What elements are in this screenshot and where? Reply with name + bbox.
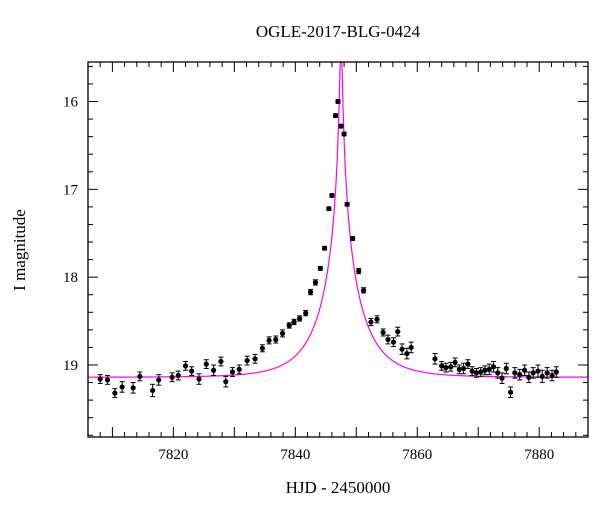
data-point (130, 385, 136, 391)
data-point (317, 265, 323, 271)
data-point (244, 357, 250, 364)
data-point (553, 369, 559, 375)
data-point (137, 373, 143, 380)
data-point (473, 370, 480, 376)
data-point (203, 361, 209, 367)
data-point (503, 365, 509, 372)
data-point (97, 376, 103, 382)
y-tick-label: 19 (63, 358, 78, 374)
data-point (273, 336, 279, 343)
x-tick-label: 7860 (402, 447, 432, 463)
data-point (374, 316, 380, 322)
data-point (335, 98, 341, 105)
data-point (291, 319, 297, 325)
data-point (312, 279, 319, 286)
data-point (482, 367, 488, 373)
data-point (461, 365, 467, 372)
data-point (196, 376, 202, 382)
data-point (478, 369, 484, 375)
data-point (211, 367, 217, 373)
model-layer (88, 61, 588, 378)
data-point (321, 245, 328, 251)
data-point (495, 370, 501, 376)
data-point (521, 367, 528, 373)
data-point (329, 192, 335, 199)
data-point (356, 268, 362, 274)
data-point (452, 359, 458, 365)
data-point (350, 235, 356, 242)
x-tick-label: 7840 (280, 447, 310, 463)
data-point (465, 361, 471, 367)
y-tick-label: 16 (63, 95, 79, 111)
data-point (535, 368, 541, 374)
data-point (182, 363, 189, 369)
data-point (448, 364, 454, 370)
data-point (408, 344, 414, 351)
data-point (150, 387, 156, 394)
x-axis-label: HJD - 2450000 (285, 478, 391, 497)
data-point (439, 363, 445, 369)
data-point (385, 336, 391, 343)
data-point (156, 377, 162, 383)
data-point (175, 372, 181, 379)
data-point (223, 379, 229, 385)
data-point (218, 358, 224, 365)
y-tick-label: 17 (63, 182, 79, 198)
data-point (507, 389, 514, 395)
data-point (390, 339, 397, 345)
data-point (517, 372, 523, 378)
plot-frame (87, 61, 589, 438)
data-point (361, 287, 367, 293)
data-point (549, 372, 555, 379)
data-point (279, 330, 286, 336)
data-point (326, 206, 332, 212)
data-point (368, 319, 374, 325)
data-point (380, 329, 386, 336)
data-point (512, 370, 518, 376)
data-point (395, 329, 401, 335)
data-point (189, 368, 195, 374)
data-point (112, 390, 118, 396)
data-point (499, 375, 505, 381)
data-points-layer (97, 98, 559, 398)
data-point (104, 377, 111, 383)
data-point (490, 364, 497, 370)
data-point (443, 365, 449, 371)
data-point (266, 337, 272, 343)
data-point (119, 384, 125, 390)
data-point (296, 315, 303, 322)
data-point (530, 370, 536, 376)
data-point (344, 201, 350, 207)
data-point (341, 131, 347, 137)
data-point (286, 322, 292, 329)
x-tick-label: 7820 (158, 447, 188, 463)
data-point (526, 374, 532, 380)
data-point (544, 370, 550, 376)
data-point (456, 366, 462, 372)
data-point (469, 368, 475, 374)
data-point (404, 350, 410, 357)
y-tick-label: 18 (63, 270, 78, 286)
data-point (307, 289, 314, 295)
data-point (259, 345, 265, 351)
data-point (399, 346, 405, 352)
x-tick-label: 7880 (524, 447, 554, 463)
data-point (486, 366, 492, 372)
data-point (303, 310, 309, 316)
data-point (332, 112, 339, 119)
data-point (229, 369, 236, 375)
data-point (338, 123, 344, 129)
data-point (252, 356, 258, 362)
data-point (236, 366, 242, 372)
ticks-layer: 7820 7840 7860 7880 16 17 18 19 (63, 62, 589, 463)
chart-title: OGLE-2017-BLG-0424 (255, 22, 421, 41)
data-point (432, 356, 438, 362)
data-point (169, 374, 175, 380)
data-point (539, 373, 545, 380)
model-curve (88, 61, 588, 378)
